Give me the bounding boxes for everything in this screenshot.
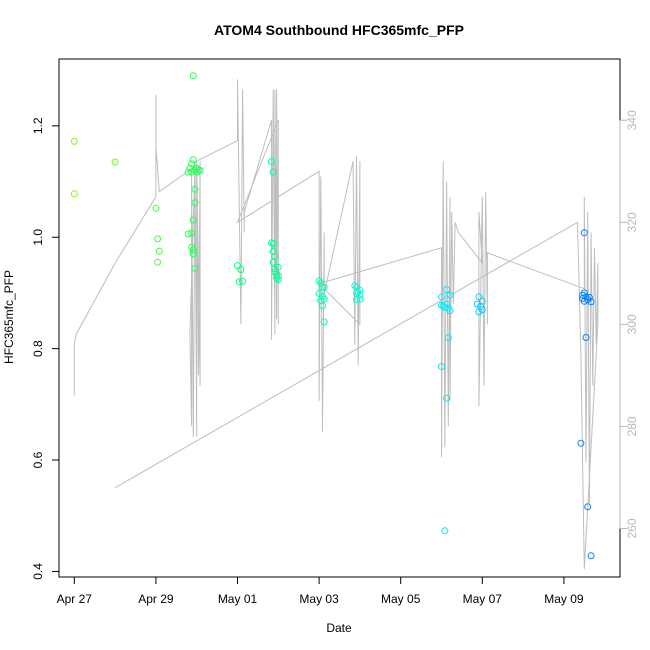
data-point <box>184 168 192 176</box>
data-point <box>191 185 199 193</box>
data-point <box>188 160 196 168</box>
data-point <box>189 250 197 258</box>
data-point <box>274 263 282 271</box>
data-point <box>356 291 364 299</box>
data-point <box>152 204 160 212</box>
data-point <box>154 258 162 266</box>
y2-tick-label: 340 <box>625 110 639 130</box>
x-tick-label: May 07 <box>463 592 503 606</box>
data-point <box>269 258 277 266</box>
data-point <box>317 297 325 305</box>
data-point <box>70 137 78 145</box>
plot-frame <box>58 58 621 578</box>
data-point <box>351 282 359 290</box>
data-point <box>356 295 364 303</box>
data-point <box>354 288 362 296</box>
data-point <box>188 229 196 237</box>
data-point <box>273 274 281 282</box>
data-point <box>271 252 279 260</box>
data-point <box>475 308 483 316</box>
data-point <box>235 278 243 286</box>
data-point <box>184 230 192 238</box>
data-point <box>443 394 451 402</box>
data-point <box>154 235 162 243</box>
data-point <box>320 295 328 303</box>
data-point <box>70 190 78 198</box>
data-point <box>269 168 277 176</box>
y2-tick-label: 300 <box>625 314 639 334</box>
y-tick-label: 0.8 <box>31 340 45 357</box>
data-point <box>579 295 587 302</box>
data-point <box>439 302 447 310</box>
data-point <box>475 293 483 301</box>
data-point <box>446 307 454 315</box>
x-tick-label: May 03 <box>299 592 339 606</box>
data-point <box>584 503 592 511</box>
x-tick-label: Apr 27 <box>57 592 93 606</box>
data-point <box>441 527 449 535</box>
data-point <box>188 168 196 176</box>
data-point <box>438 293 445 301</box>
data-point <box>191 264 199 272</box>
data-point <box>189 246 197 254</box>
data-point <box>577 439 585 447</box>
axis-layer: Apr 27 Apr 29 May 01 May 03 May 05 May 07 May … <box>31 110 639 606</box>
x-tick-label: May 01 <box>218 592 258 606</box>
x-tick-label: May 09 <box>544 592 584 606</box>
y-tick-label: 0.6 <box>31 451 45 468</box>
y-tick-label: 1.0 <box>31 229 45 246</box>
plot-layer <box>70 72 599 570</box>
data-point <box>585 293 593 301</box>
y2-tick-label: 320 <box>625 212 639 232</box>
data-point <box>274 272 282 280</box>
series-line <box>73 79 599 570</box>
data-point <box>438 363 445 370</box>
data-point <box>111 158 119 166</box>
data-point <box>441 303 449 311</box>
y2-tick-label: 260 <box>625 518 639 538</box>
data-point <box>319 302 326 310</box>
data-point <box>268 239 275 247</box>
data-point <box>237 266 245 273</box>
data-point <box>191 199 199 207</box>
x-axis-label: Date <box>326 621 352 635</box>
chart-title: ATOM4 Southbound HFC365mfc_PFP <box>214 22 464 38</box>
data-point <box>443 286 451 294</box>
data-point <box>271 268 279 276</box>
data-point <box>274 276 282 284</box>
data-point <box>269 247 277 255</box>
data-point <box>353 296 360 304</box>
data-point <box>317 279 325 287</box>
y-tick-label: 1.2 <box>31 117 45 134</box>
y2-tick-label: 280 <box>625 416 639 436</box>
data-point <box>269 240 277 248</box>
data-point <box>582 334 590 341</box>
data-point <box>234 262 241 270</box>
data-point <box>189 156 197 164</box>
data-point <box>444 334 452 341</box>
data-point <box>587 298 595 306</box>
data-point <box>268 158 275 165</box>
data-point <box>320 318 328 326</box>
data-point <box>271 265 279 273</box>
data-point <box>315 277 323 285</box>
data-point <box>155 247 163 255</box>
x-tick-label: May 05 <box>381 592 421 606</box>
data-point <box>446 291 454 299</box>
data-point <box>587 552 595 560</box>
data-point <box>239 277 247 285</box>
data-point <box>320 283 328 291</box>
y-axis-label: HFC365mfc_PFP <box>2 270 16 364</box>
data-point <box>191 166 199 174</box>
data-point <box>189 72 197 80</box>
data-point <box>478 297 486 305</box>
data-point <box>196 166 204 174</box>
x-tick-label: Apr 29 <box>138 592 174 606</box>
y-tick-label: 0.4 <box>31 563 45 580</box>
data-point <box>189 216 197 224</box>
data-point <box>580 229 588 237</box>
